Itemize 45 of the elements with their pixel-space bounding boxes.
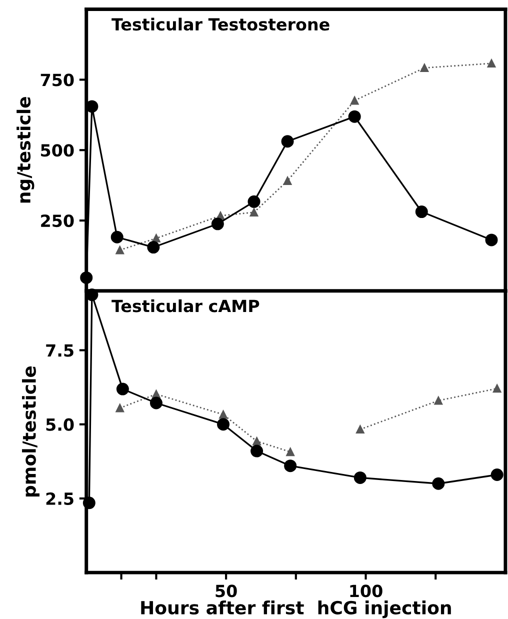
y-tick-label: 7.5 [46,344,74,357]
y-axis-title: ng/testicle [16,97,34,203]
y-tick-label: 5.0 [46,418,74,431]
point [82,496,96,510]
point [252,437,261,446]
point [250,208,258,217]
point [281,135,294,148]
point [116,246,124,254]
x-axis-title: Hours after first hCG injection [141,600,451,618]
x-tick-label: 50 [216,584,237,598]
point [150,396,162,410]
point [110,230,124,244]
point [147,241,160,254]
point [284,460,297,472]
y-tick-label: 500 [41,144,74,157]
point [217,418,230,431]
point [350,96,359,105]
y-tick-label: 250 [41,214,74,228]
point [211,218,224,230]
y-axis-title: pmol/testicle [22,366,40,496]
point [487,59,496,68]
point [80,271,93,284]
point [286,448,294,456]
point [356,425,364,434]
point [152,234,160,242]
chart-title: Testicular Testosterone [112,18,330,31]
point [116,404,124,412]
point [490,468,504,481]
point [248,195,260,208]
chart-title: Testicular cAMP [112,299,260,312]
point [485,234,498,246]
point [415,206,428,218]
x-tick-label: 100 [350,584,382,598]
point [354,471,366,484]
point [348,110,361,123]
y-tick-label: 2.5 [46,492,74,506]
point [492,384,502,393]
point [116,382,129,396]
y-tick-label: 750 [40,74,74,86]
point [219,410,228,419]
point [434,396,443,405]
point [283,176,292,185]
point [250,444,264,458]
point [432,477,445,490]
point [420,64,429,72]
